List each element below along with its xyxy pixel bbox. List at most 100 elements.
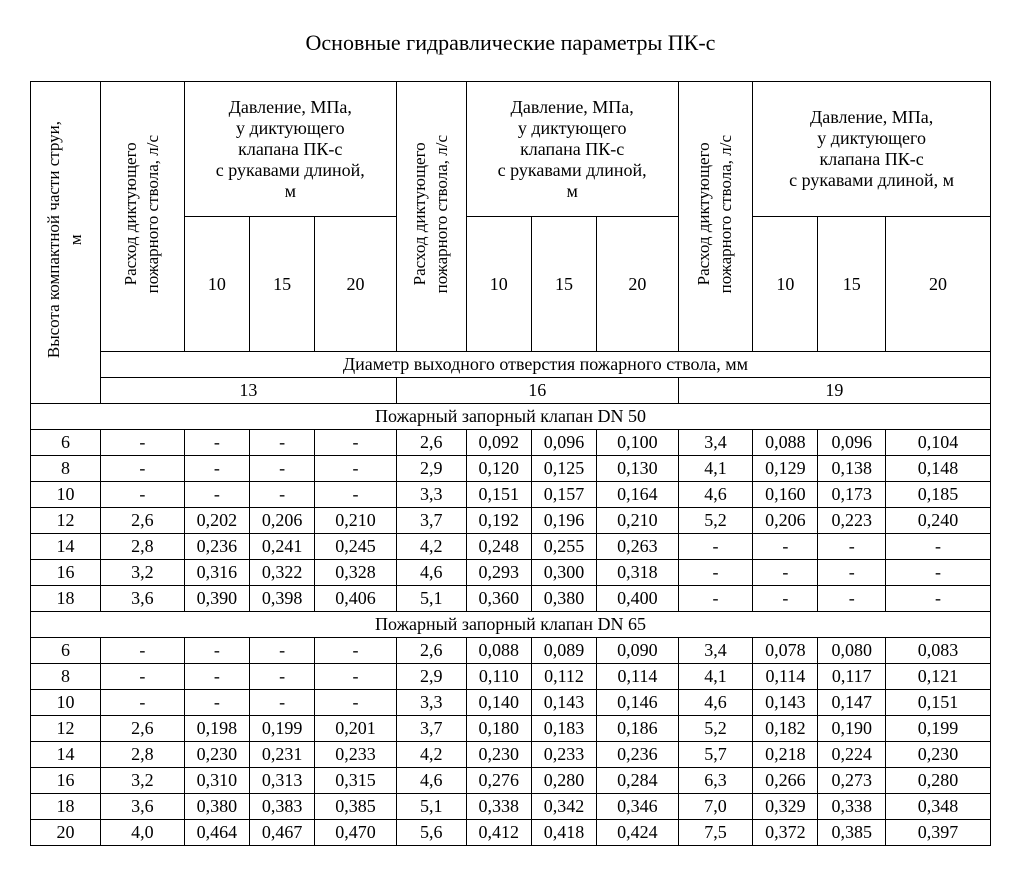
table-cell: - — [100, 430, 184, 456]
flow1-l2: пожарного ствола, л/с — [143, 135, 162, 293]
table-cell: 0,390 — [184, 586, 249, 612]
table-cell: 0,400 — [597, 586, 679, 612]
table-cell: - — [100, 638, 184, 664]
p3l4: с рукавами длиной, м — [789, 170, 954, 190]
table-cell: 0,406 — [315, 586, 397, 612]
len-20-a: 20 — [315, 217, 397, 352]
table-cell: - — [250, 430, 315, 456]
flow1-l1: Расход диктующего — [121, 143, 140, 286]
table-cell: 4,6 — [396, 560, 466, 586]
table-cell: 0,089 — [531, 638, 596, 664]
p2l5: м — [566, 181, 577, 201]
table-cell: - — [886, 586, 991, 612]
table-cell: - — [184, 482, 249, 508]
table-cell: - — [315, 430, 397, 456]
table-cell: 0,114 — [597, 664, 679, 690]
table-cell: 6 — [31, 430, 101, 456]
table-cell: 0,114 — [753, 664, 818, 690]
table-cell: 0,100 — [597, 430, 679, 456]
table-row: 163,20,3160,3220,3284,60,2930,3000,318--… — [31, 560, 991, 586]
table-cell: 0,385 — [818, 820, 886, 846]
table-cell: 0,173 — [818, 482, 886, 508]
table-row: 122,60,1980,1990,2013,70,1800,1830,1865,… — [31, 716, 991, 742]
table-cell: 3,3 — [396, 690, 466, 716]
table-cell: 12 — [31, 716, 101, 742]
table-cell: 4,0 — [100, 820, 184, 846]
table-cell: - — [184, 638, 249, 664]
table-cell: 4,2 — [396, 742, 466, 768]
table-cell: - — [315, 638, 397, 664]
table-cell: 0,183 — [531, 716, 596, 742]
table-cell: 14 — [31, 534, 101, 560]
table-cell: 0,088 — [466, 638, 531, 664]
table-cell: 3,6 — [100, 794, 184, 820]
table-cell: 0,338 — [466, 794, 531, 820]
table-cell: 0,418 — [531, 820, 596, 846]
table-cell: 0,104 — [886, 430, 991, 456]
table-cell: 0,398 — [250, 586, 315, 612]
table-cell: 0,248 — [466, 534, 531, 560]
table-cell: 0,318 — [597, 560, 679, 586]
table-cell: 0,121 — [886, 664, 991, 690]
table-cell: 0,230 — [184, 742, 249, 768]
table-cell: 0,412 — [466, 820, 531, 846]
table-cell: 0,148 — [886, 456, 991, 482]
table-cell: 4,6 — [678, 690, 753, 716]
table-cell: 0,342 — [531, 794, 596, 820]
table-row: 142,80,2300,2310,2334,20,2300,2330,2365,… — [31, 742, 991, 768]
table-cell: 0,383 — [250, 794, 315, 820]
table-row: 183,60,3800,3830,3855,10,3380,3420,3467,… — [31, 794, 991, 820]
table-cell: - — [753, 534, 818, 560]
table-cell: 0,151 — [886, 690, 991, 716]
table-cell: 2,9 — [396, 664, 466, 690]
table-cell: 0,236 — [184, 534, 249, 560]
table-cell: 0,263 — [597, 534, 679, 560]
col-flow-2: Расход диктующегопожарного ствола, л/с — [396, 82, 466, 352]
table-cell: - — [100, 456, 184, 482]
table-cell: 0,255 — [531, 534, 596, 560]
p1l4: с рукавами длиной, — [216, 160, 365, 180]
table-cell: 0,329 — [753, 794, 818, 820]
table-cell: 0,199 — [886, 716, 991, 742]
table-cell: 0,190 — [818, 716, 886, 742]
col-height-l1: Высота компактной части струи, — [44, 121, 63, 358]
table-row: 6----2,60,0880,0890,0903,40,0780,0800,08… — [31, 638, 991, 664]
table-cell: 3,4 — [678, 430, 753, 456]
table-cell: 0,138 — [818, 456, 886, 482]
table-cell: 4,1 — [678, 456, 753, 482]
table-cell: 5,6 — [396, 820, 466, 846]
table-cell: - — [818, 586, 886, 612]
table-row: 142,80,2360,2410,2454,20,2480,2550,263--… — [31, 534, 991, 560]
table-cell: 0,092 — [466, 430, 531, 456]
table-cell: 0,424 — [597, 820, 679, 846]
table-cell: 6 — [31, 638, 101, 664]
table-cell: 0,385 — [315, 794, 397, 820]
table-cell: 0,223 — [818, 508, 886, 534]
table-cell: - — [100, 664, 184, 690]
table-cell: 0,120 — [466, 456, 531, 482]
section-title: Пожарный запорный клапан DN 65 — [31, 612, 991, 638]
table-cell: 0,180 — [466, 716, 531, 742]
table-cell: - — [315, 690, 397, 716]
diam-16: 16 — [396, 378, 678, 404]
col-height-l2: м — [66, 235, 85, 246]
table-cell: 0,196 — [531, 508, 596, 534]
table-cell: 0,140 — [466, 690, 531, 716]
table-cell: 4,2 — [396, 534, 466, 560]
table-cell: 0,470 — [315, 820, 397, 846]
table-cell: - — [100, 482, 184, 508]
table-cell: 3,3 — [396, 482, 466, 508]
col-height: Высота компактной части струи,м — [31, 82, 101, 404]
table-cell: 0,397 — [886, 820, 991, 846]
table-cell: 0,284 — [597, 768, 679, 794]
table-cell: - — [250, 690, 315, 716]
table-cell: - — [678, 586, 753, 612]
table-cell: - — [818, 534, 886, 560]
table-cell: 6,3 — [678, 768, 753, 794]
table-cell: 4,6 — [396, 768, 466, 794]
flow3-l2: пожарного ствола, л/с — [716, 135, 735, 293]
table-cell: - — [184, 430, 249, 456]
table-cell: 0,328 — [315, 560, 397, 586]
table-cell: - — [315, 482, 397, 508]
table-cell: - — [184, 664, 249, 690]
